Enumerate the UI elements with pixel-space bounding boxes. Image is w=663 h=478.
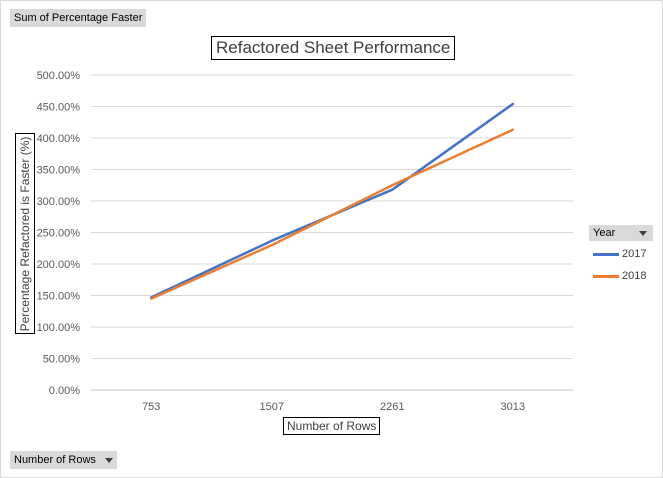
value-field-label: Sum of Percentage Faster [14,12,143,24]
series-lines [150,102,515,300]
chevron-down-icon[interactable] [104,457,113,463]
y-tick-label: 400.00% [37,133,81,145]
x-axis-title: Number of Rows [283,417,381,435]
y-tick-label: 250.00% [37,228,81,240]
y-axis-title-box: Percentage Refactored is Faster (%) [15,133,35,334]
legend-label-2018: 2018 [622,270,647,282]
y-tick-label: 150.00% [37,291,81,303]
legend-swatch-2017 [593,253,619,256]
y-tick-label: 300.00% [37,196,81,208]
y-tick-label: 350.00% [37,165,81,177]
value-field-button[interactable]: Sum of Percentage Faster [10,9,147,27]
y-tick-label: 50.00% [43,354,81,366]
axis-field-label: Number of Rows [14,454,96,466]
x-tick-label: 1507 [260,401,284,413]
chevron-down-icon[interactable] [639,231,647,236]
series-line-2018 [150,128,515,300]
gridlines [91,74,573,391]
axis-field-button[interactable]: Number of Rows [10,451,117,469]
legend-field-label: Year [593,227,616,239]
y-tick-label: 100.00% [37,322,81,334]
legend-field-button[interactable]: Year [589,225,653,241]
x-tick-labels: 753 1507 2261 3013 [142,401,525,413]
legend-label-2017: 2017 [622,248,647,260]
y-tick-label: 200.00% [37,259,81,271]
x-tick-label: 2261 [380,401,404,413]
x-tick-label: 3013 [501,401,525,413]
y-tick-label: 500.00% [37,70,81,82]
legend-swatch-2018 [593,275,619,278]
y-tick-label: 0.00% [49,385,80,397]
y-tick-labels: 0.00% 50.00% 100.00% 150.00% 200.00% 250.00% 3… [37,70,81,397]
x-tick-label: 753 [142,401,160,413]
y-tick-label: 450.00% [37,102,81,114]
chart-title: Refactored Sheet Performance [211,36,456,60]
y-axis-title: Percentage Refactored is Faster (%) [18,136,32,331]
